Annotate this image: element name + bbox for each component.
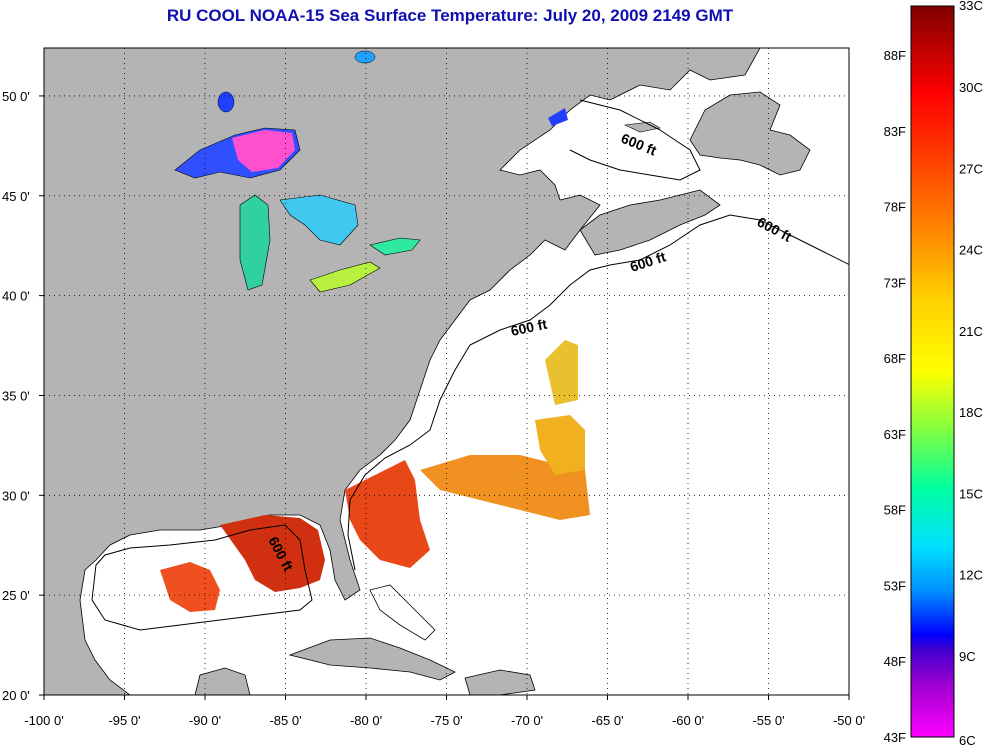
contour-600ft-gulf xyxy=(91,524,313,631)
colorbar-celsius-label: 24C xyxy=(959,243,983,258)
lat-tick-label: 35 0' xyxy=(2,388,30,403)
lake-michigan xyxy=(239,194,271,291)
colorbar-fahrenheit-labels: 88F 83F 78F 73F 68F 63F 58F 53F 48F 43F xyxy=(884,48,906,745)
longitude-axis: -100 0' -95 0' -90 0' -85 0' -80 0' -75 0' -70… xyxy=(24,695,865,728)
atlantic-sst-red xyxy=(345,460,430,568)
anticosti-land xyxy=(623,121,661,133)
colorbar-fahrenheit-label: 58F xyxy=(884,503,906,518)
atlantic-sst-north-yellow xyxy=(545,340,578,405)
colorbar-celsius-label: 27C xyxy=(959,161,983,176)
colorbar-celsius-label: 18C xyxy=(959,405,983,420)
lon-tick-label: -75 0' xyxy=(430,713,462,728)
lon-tick-label: -70 0' xyxy=(511,713,543,728)
lon-tick-label: -95 0' xyxy=(108,713,140,728)
colorbar-celsius-label: 15C xyxy=(959,486,983,501)
st-lawrence-water xyxy=(548,108,568,126)
colorbar-fahrenheit-label: 53F xyxy=(884,578,906,593)
hispaniola-land xyxy=(464,669,536,695)
colorbar-fahrenheit-label: 78F xyxy=(884,200,906,215)
colorbar-celsius-label: 33C xyxy=(959,0,983,13)
nova-scotia-land xyxy=(579,189,721,256)
colorbar-celsius-labels: 33C 30C 27C 24C 21C 18C 15C 12C 9C 6C xyxy=(959,0,983,748)
lon-tick-label: -65 0' xyxy=(591,713,623,728)
latitude-axis: 50 0' 45 0' 40 0' 35 0' 30 0' 25 0' 20 0' xyxy=(2,89,44,703)
colorbar-fahrenheit-label: 73F xyxy=(884,275,906,290)
colorbar-celsius-label: 9C xyxy=(959,649,976,664)
colorbar-celsius-label: 30C xyxy=(959,80,983,95)
colorbar-celsius-label: 21C xyxy=(959,324,983,339)
newfoundland-land xyxy=(689,91,811,176)
map-title: RU COOL NOAA-15 Sea Surface Temperature:… xyxy=(166,6,734,25)
lon-tick-label: -90 0' xyxy=(189,713,221,728)
colorbar xyxy=(910,5,955,738)
lon-tick-label: -80 0' xyxy=(350,713,382,728)
lon-tick-label: -85 0' xyxy=(269,713,301,728)
atlantic-sst-yellow-orange xyxy=(535,415,585,475)
lat-tick-label: 30 0' xyxy=(2,488,30,503)
atlantic-sst-orange xyxy=(420,455,590,520)
contour-600ft-gulf-stlawrence xyxy=(569,99,701,181)
lat-tick-label: 20 0' xyxy=(2,688,30,703)
lake-huron xyxy=(279,194,359,246)
lat-tick-label: 45 0' xyxy=(2,189,30,204)
contour-600ft-atlantic xyxy=(347,214,849,571)
lake-superior-warm-patch xyxy=(232,130,295,172)
colorbar-fahrenheit-label: 48F xyxy=(884,654,906,669)
lake-small-north xyxy=(354,50,376,64)
lon-tick-label: -50 0' xyxy=(833,713,865,728)
lake-nipigon xyxy=(217,91,235,113)
lon-tick-label: -100 0' xyxy=(24,713,63,728)
lon-tick-label: -60 0' xyxy=(672,713,704,728)
yucatan-land xyxy=(194,667,251,695)
lake-ontario xyxy=(369,237,421,256)
colorbar-fahrenheit-label: 68F xyxy=(884,351,906,366)
colorbar-fahrenheit-label: 88F xyxy=(884,48,906,63)
gulf-sst-west xyxy=(160,562,220,612)
contour-label-mid-atlantic: 600 ft xyxy=(509,316,548,339)
graticule xyxy=(44,48,849,695)
contour-bahamas xyxy=(369,584,436,641)
colorbar-celsius-label: 6C xyxy=(959,733,976,748)
lat-tick-label: 25 0' xyxy=(2,588,30,603)
gulf-sst-warm xyxy=(220,515,325,592)
colorbar-celsius-label: 12C xyxy=(959,568,983,583)
colorbar-fahrenheit-label: 43F xyxy=(884,730,906,745)
lat-tick-label: 50 0' xyxy=(2,89,30,104)
colorbar-fahrenheit-label: 63F xyxy=(884,427,906,442)
lake-erie xyxy=(309,261,381,293)
colorbar-fahrenheit-label: 83F xyxy=(884,124,906,139)
cuba-land xyxy=(288,637,456,681)
lon-tick-label: -55 0' xyxy=(752,713,784,728)
lat-tick-label: 40 0' xyxy=(2,289,30,304)
